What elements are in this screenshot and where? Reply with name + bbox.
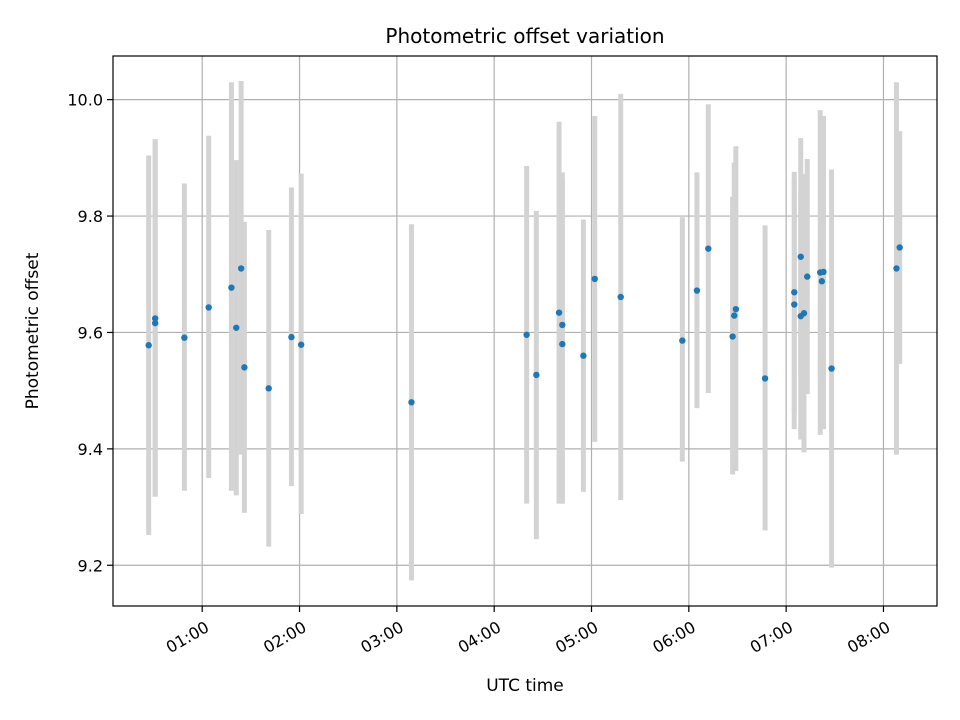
data-point bbox=[828, 365, 835, 372]
plot-frame bbox=[112, 55, 938, 607]
data-point bbox=[893, 265, 900, 272]
data-point bbox=[228, 284, 235, 291]
data-point bbox=[731, 312, 738, 319]
data-point bbox=[145, 342, 152, 349]
grid bbox=[113, 56, 937, 606]
data-point bbox=[288, 333, 295, 341]
y-tick-label: 9.6 bbox=[78, 323, 103, 342]
y-tick-label: 9.2 bbox=[78, 556, 103, 575]
data-point bbox=[591, 275, 598, 283]
data-point bbox=[797, 253, 804, 260]
data-point bbox=[732, 305, 740, 313]
y-tick-label: 10.0 bbox=[67, 91, 103, 110]
chart-title: Photometric offset variation bbox=[385, 24, 664, 48]
data-point bbox=[791, 289, 798, 296]
data-point bbox=[559, 321, 566, 329]
data-point bbox=[617, 293, 624, 301]
data-point bbox=[896, 244, 903, 251]
data-point bbox=[205, 304, 212, 311]
data-point bbox=[580, 352, 587, 359]
y-tick-label: 9.8 bbox=[78, 207, 103, 226]
data-point bbox=[818, 278, 826, 285]
data-point bbox=[804, 273, 811, 280]
data-point bbox=[791, 301, 798, 308]
data-point bbox=[559, 340, 566, 348]
x-axis-label: UTC time bbox=[486, 676, 564, 696]
data-points bbox=[145, 244, 903, 406]
y-tick-label: 9.4 bbox=[78, 440, 103, 459]
data-point bbox=[181, 334, 188, 341]
data-point bbox=[693, 287, 701, 294]
data-point bbox=[729, 333, 736, 340]
data-point bbox=[151, 315, 159, 322]
data-point bbox=[820, 268, 827, 276]
y-axis-label: Photometric offset bbox=[23, 252, 43, 409]
data-point bbox=[705, 245, 712, 252]
data-point bbox=[151, 319, 159, 327]
y-axis-ticks: 9.2 9.4 9.6 9.8 10.0 bbox=[67, 91, 113, 575]
data-point bbox=[800, 310, 808, 317]
data-point bbox=[523, 331, 530, 338]
data-point bbox=[533, 371, 540, 379]
data-point bbox=[555, 309, 563, 316]
data-point bbox=[761, 375, 769, 382]
data-point bbox=[679, 337, 686, 344]
data-point bbox=[265, 385, 272, 392]
data-point bbox=[241, 364, 248, 371]
data-point bbox=[237, 265, 245, 272]
data-point bbox=[233, 324, 240, 331]
data-point bbox=[297, 341, 305, 348]
data-point bbox=[408, 399, 415, 406]
